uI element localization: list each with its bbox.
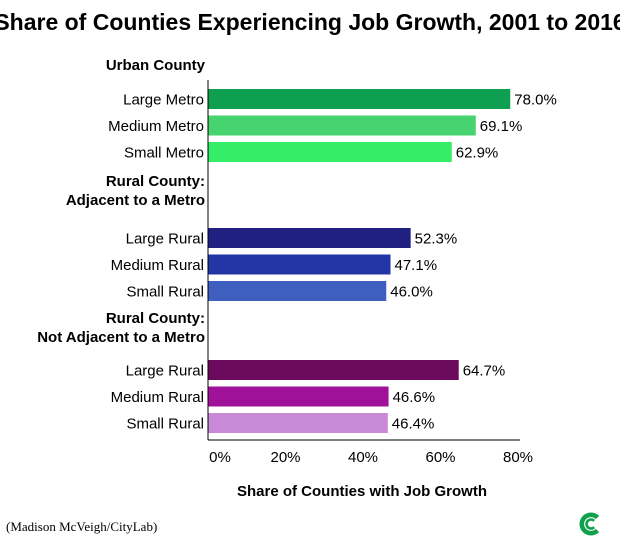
- category-label: Small Metro: [124, 145, 204, 162]
- tick-label: 0%: [209, 449, 231, 466]
- category-label: Small Rural: [126, 284, 204, 301]
- chart-title: Share of Counties Experiencing Job Growt…: [0, 9, 620, 35]
- value-label: 62.9%: [456, 145, 499, 162]
- credit-text: (Madison McVeigh/CityLab): [6, 519, 157, 534]
- value-label: 46.0%: [390, 284, 433, 301]
- group-label: Rural County:: [106, 173, 205, 190]
- value-label: 78.0%: [514, 92, 557, 109]
- bar: [208, 89, 511, 109]
- citylab-logo-icon: [579, 512, 600, 536]
- tick-label: 60%: [425, 449, 455, 466]
- bar: [208, 360, 459, 380]
- category-label: Large Metro: [123, 92, 204, 109]
- value-label: 46.6%: [393, 389, 436, 406]
- value-label: 52.3%: [415, 231, 458, 248]
- category-label: Medium Metro: [108, 118, 204, 135]
- value-label: 47.1%: [395, 257, 438, 274]
- bars-layer: Urban County Large Metro 78.0% Medium Metro…: [37, 57, 557, 433]
- group-label: Not Adjacent to a Metro: [37, 329, 205, 346]
- bar: [208, 115, 476, 136]
- x-axis-ticks: 0% 20% 40% 60% 80%: [209, 449, 533, 466]
- category-label: Large Rural: [126, 363, 204, 380]
- x-axis-label: Share of Counties with Job Growth: [237, 483, 487, 500]
- group-label: Urban County: [106, 57, 206, 74]
- tick-label: 40%: [348, 449, 378, 466]
- bar: [208, 228, 411, 248]
- value-label: 64.7%: [463, 363, 506, 380]
- bar: [208, 413, 388, 433]
- value-label: 69.1%: [480, 118, 523, 135]
- bar: [208, 254, 391, 275]
- bar: [208, 281, 387, 301]
- tick-label: 20%: [270, 449, 300, 466]
- category-label: Small Rural: [126, 416, 204, 433]
- group-label: Rural County:: [106, 310, 205, 327]
- category-label: Medium Rural: [111, 389, 204, 406]
- bar: [208, 386, 389, 407]
- value-label: 46.4%: [392, 416, 435, 433]
- bar: [208, 142, 452, 162]
- tick-label: 80%: [503, 449, 533, 466]
- category-label: Medium Rural: [111, 257, 204, 274]
- category-label: Large Rural: [126, 231, 204, 248]
- group-label: Adjacent to a Metro: [66, 192, 205, 209]
